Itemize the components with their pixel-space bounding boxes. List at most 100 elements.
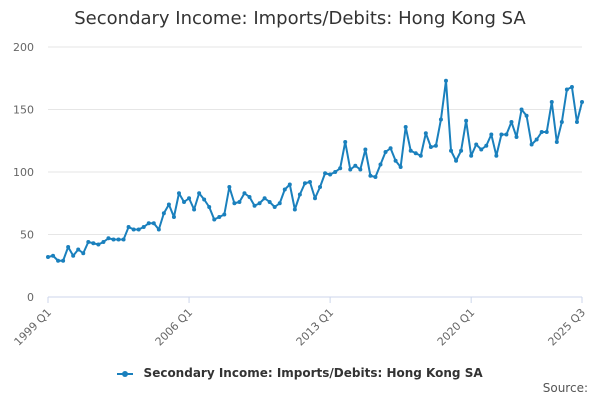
data-point: [499, 132, 504, 137]
data-point: [282, 187, 287, 192]
gridlines: [48, 46, 582, 235]
series-line: [47, 79, 583, 262]
data-point: [474, 142, 479, 147]
data-point: [202, 197, 207, 202]
data-point: [564, 87, 569, 92]
data-point: [514, 135, 519, 139]
y-tick-label: 150: [13, 104, 34, 117]
data-point: [393, 158, 398, 163]
data-point: [423, 131, 428, 136]
data-point: [428, 145, 433, 149]
data-point: [408, 148, 413, 153]
data-point: [207, 205, 212, 209]
y-tick-label: 200: [13, 41, 34, 54]
data-point: [56, 258, 61, 263]
data-point: [559, 120, 564, 124]
data-point: [171, 215, 176, 219]
data-point: [549, 100, 554, 104]
legend-line-marker-icon: [117, 370, 134, 377]
data-point: [101, 240, 106, 244]
data-point: [504, 132, 509, 137]
data-point: [141, 225, 146, 229]
y-tick-label: 100: [13, 166, 34, 179]
data-point: [403, 125, 408, 129]
data-point: [272, 205, 277, 209]
data-point: [580, 100, 584, 104]
data-point: [313, 196, 317, 201]
data-point: [524, 113, 529, 118]
data-point: [383, 150, 388, 154]
data-point: [66, 245, 71, 249]
series-layer: [46, 78, 584, 263]
data-point: [464, 118, 469, 123]
data-point: [232, 201, 237, 206]
data-point: [81, 251, 86, 256]
data-point: [262, 196, 267, 201]
y-tick-label: 50: [20, 229, 34, 242]
x-tick-label: 1999 Q1: [12, 306, 55, 349]
data-point: [418, 153, 423, 158]
data-point: [489, 132, 494, 137]
data-point: [247, 195, 252, 199]
data-point: [353, 163, 358, 168]
data-point: [328, 172, 333, 177]
data-point: [454, 158, 459, 163]
data-point: [257, 201, 262, 206]
data-point: [449, 148, 454, 153]
data-point: [358, 167, 363, 172]
data-point: [287, 182, 292, 187]
data-point: [71, 253, 76, 258]
data-point: [378, 162, 383, 167]
data-point: [197, 191, 202, 196]
data-point: [277, 201, 282, 206]
data-point: [307, 180, 312, 184]
source-label: Source:: [542, 381, 588, 395]
data-point: [544, 130, 549, 134]
data-point: [338, 166, 343, 171]
data-point: [373, 175, 378, 179]
data-point: [131, 227, 136, 232]
data-point: [76, 247, 81, 252]
data-point: [343, 140, 348, 144]
data-point: [182, 200, 187, 204]
data-point: [192, 207, 197, 212]
data-point: [136, 227, 141, 232]
data-point: [212, 217, 217, 222]
legend[interactable]: Secondary Income: Imports/Debits: Hong K…: [0, 366, 600, 380]
data-point: [388, 146, 393, 151]
data-point: [297, 192, 302, 197]
data-point: [494, 153, 499, 158]
data-point: [318, 185, 323, 189]
data-point: [539, 130, 544, 134]
data-point: [242, 191, 247, 196]
data-point: [121, 237, 126, 242]
data-point: [554, 140, 559, 144]
data-point: [237, 200, 242, 204]
legend-label: Secondary Income: Imports/Debits: Hong K…: [143, 366, 483, 380]
x-tick-label: 2013 Q1: [294, 306, 337, 349]
data-point: [479, 147, 484, 152]
data-point: [519, 107, 524, 112]
data-point: [86, 240, 91, 244]
data-point: [368, 173, 373, 178]
data-point: [267, 200, 272, 204]
data-point: [126, 225, 131, 229]
data-point: [469, 153, 474, 158]
data-point: [217, 215, 222, 219]
data-point: [574, 120, 579, 124]
data-point: [292, 207, 297, 212]
data-point: [443, 78, 448, 83]
data-point: [459, 148, 464, 153]
data-point: [91, 241, 96, 246]
data-point: [227, 185, 232, 189]
data-point: [187, 196, 192, 201]
data-point: [51, 253, 56, 258]
data-point: [46, 255, 50, 259]
data-point: [116, 237, 121, 242]
data-point: [222, 212, 227, 217]
data-point: [156, 227, 161, 232]
data-point: [106, 236, 111, 241]
chart-title: Secondary Income: Imports/Debits: Hong K…: [74, 8, 526, 29]
